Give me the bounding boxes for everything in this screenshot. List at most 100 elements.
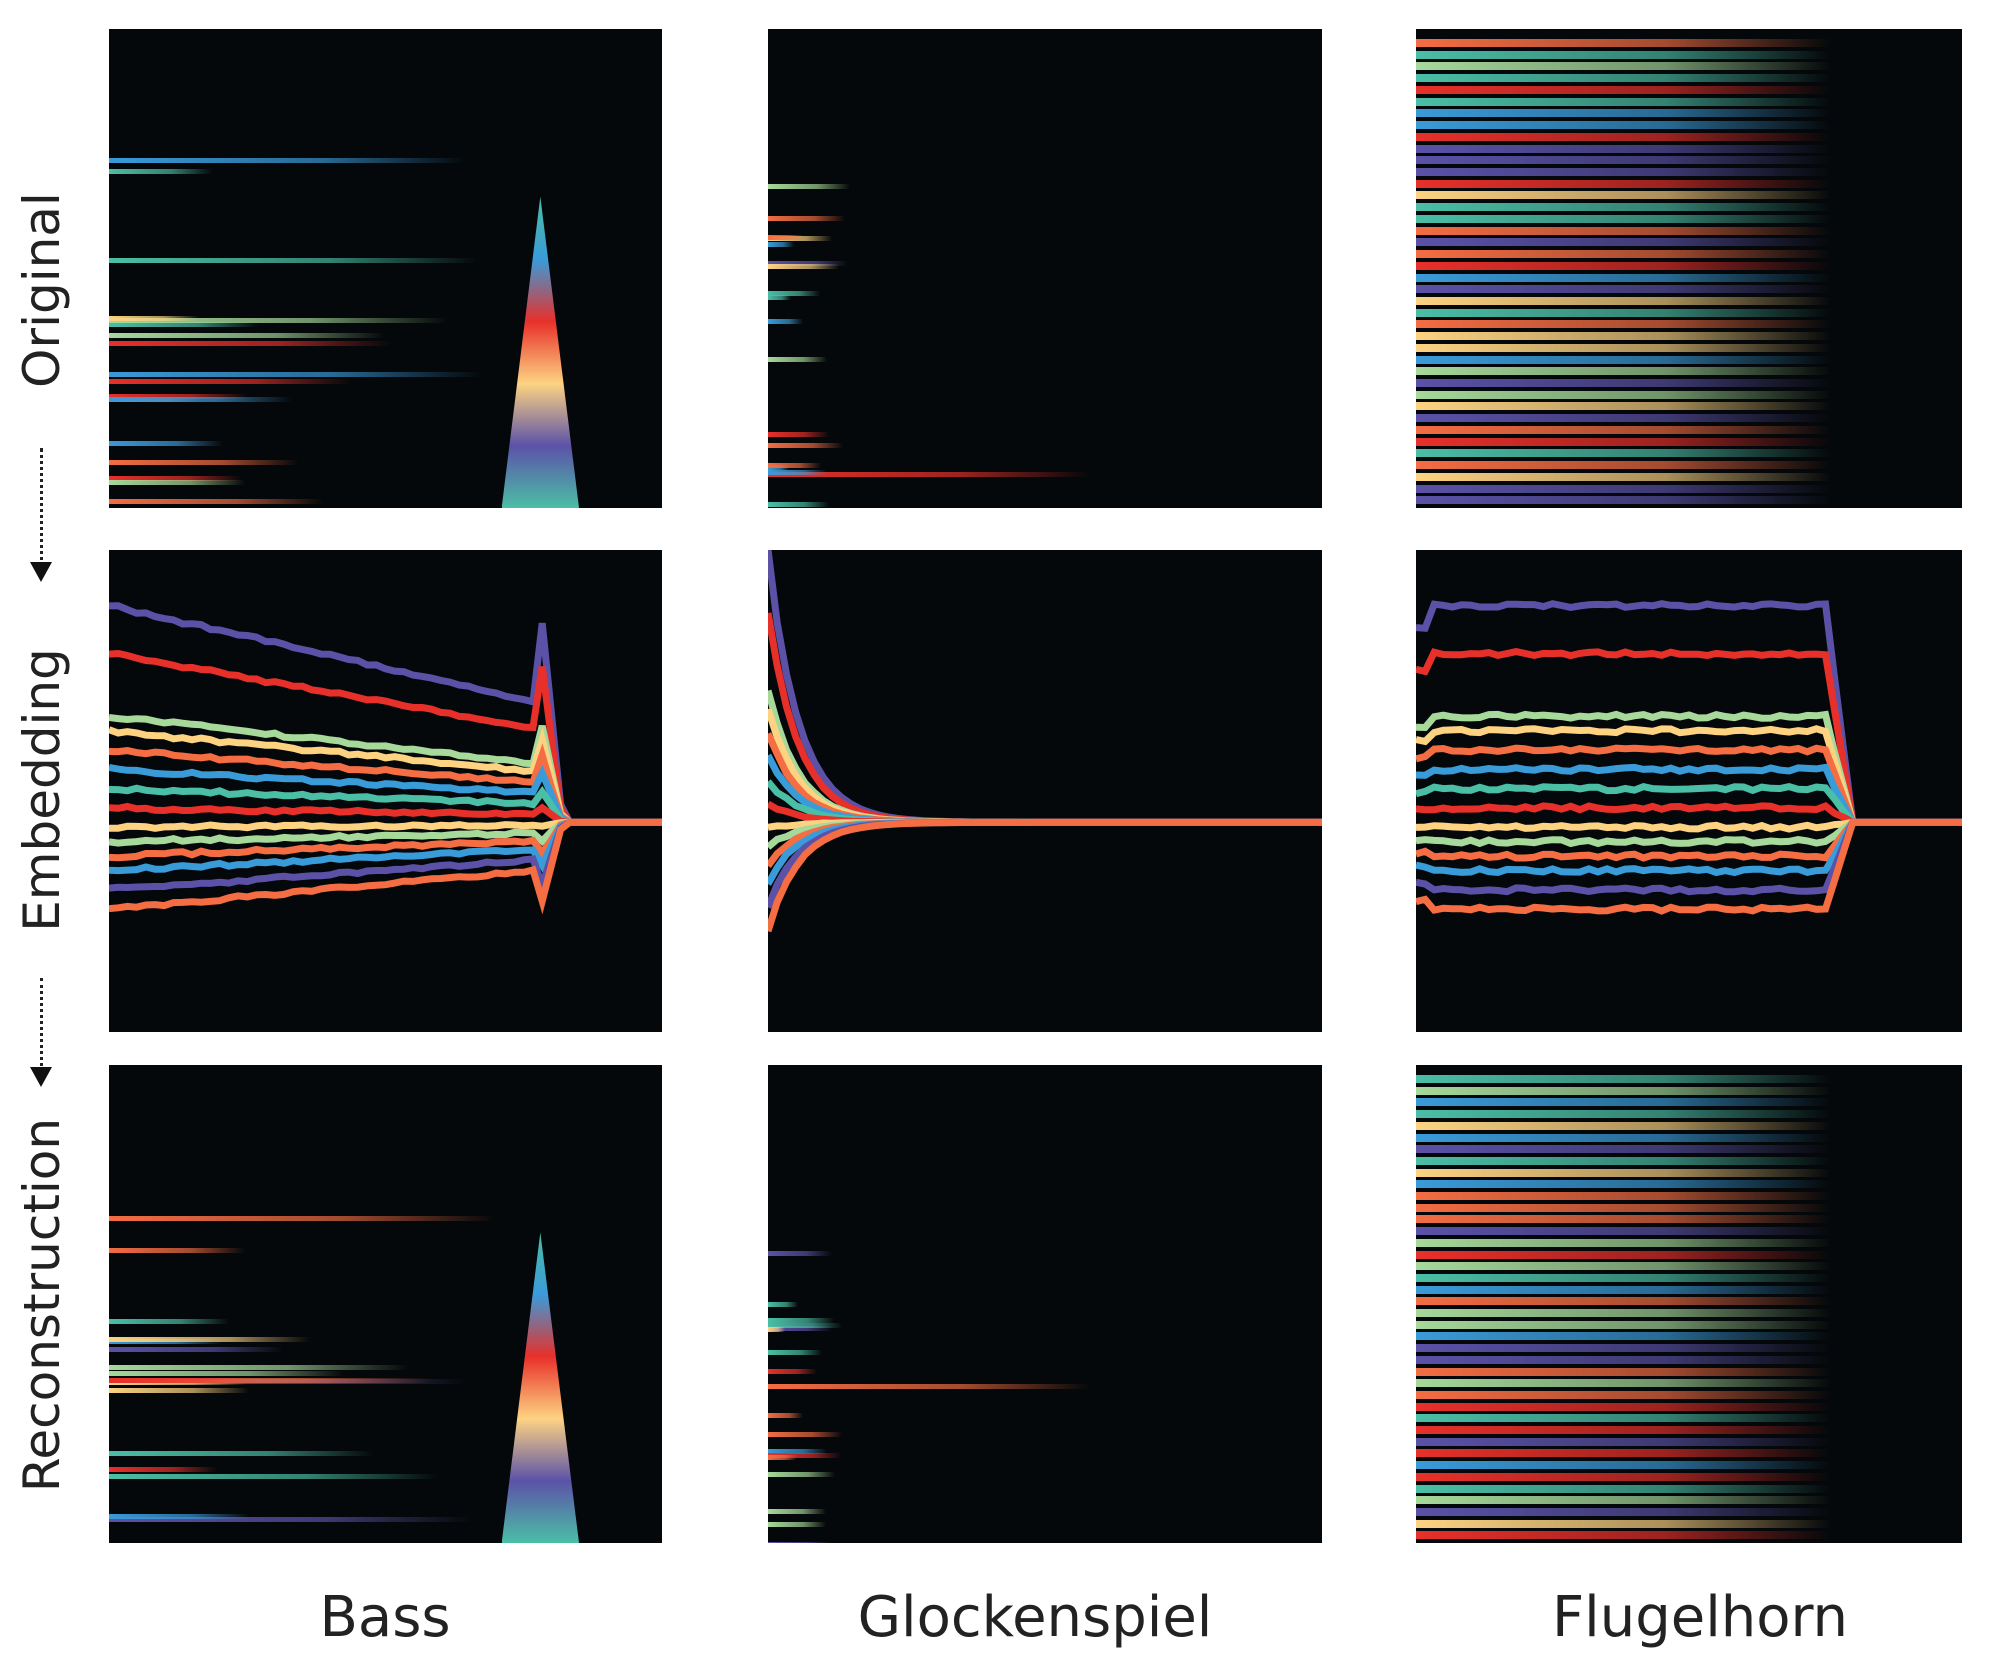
spectral-band <box>109 1377 432 1383</box>
spectral-band <box>1416 1285 1831 1294</box>
spectral-band <box>1416 1133 1831 1142</box>
spectral-band <box>109 333 385 339</box>
embedding-line <box>768 818 1322 933</box>
spectral-band <box>1416 191 1831 200</box>
spectral-band <box>1416 261 1831 270</box>
spectral-band <box>1416 425 1831 434</box>
embedding-glockenspiel-panel <box>768 550 1322 1032</box>
spectral-band <box>768 1322 843 1328</box>
spectral-band <box>1416 496 1831 505</box>
spectral-band <box>1416 1098 1831 1107</box>
embedding-bass-panel <box>109 550 662 1032</box>
spectral-band <box>1416 238 1831 247</box>
spectral-band <box>109 315 200 321</box>
spectral-band <box>768 184 851 190</box>
spectral-band <box>1416 1203 1831 1212</box>
spectral-band <box>109 480 245 486</box>
spectral-band <box>768 241 794 247</box>
spectral-band <box>1416 144 1831 153</box>
spectral-band <box>768 234 804 240</box>
spectral-band <box>109 1473 438 1479</box>
spectral-band <box>768 472 1090 478</box>
spectral-onset <box>501 196 580 508</box>
spectral-band <box>1416 308 1831 317</box>
spectral-band <box>1416 203 1831 212</box>
spectral-band <box>768 1522 826 1528</box>
spectral-band <box>1416 226 1831 235</box>
original-flugelhorn-panel <box>1416 29 1962 508</box>
spectral-band <box>1416 367 1831 376</box>
spectral-band <box>1416 1437 1831 1446</box>
spectral-band <box>1416 1332 1831 1341</box>
spectral-band <box>1416 390 1831 399</box>
spectral-band <box>1416 414 1831 423</box>
spectral-band <box>1416 1484 1831 1493</box>
spectral-band <box>1416 1227 1831 1236</box>
spectral-band <box>1416 472 1831 481</box>
spectral-band <box>1416 50 1831 59</box>
spectral-band <box>1416 1519 1831 1528</box>
spectral-band <box>768 1453 841 1459</box>
spectral-band <box>1416 1309 1831 1317</box>
spectral-band <box>109 1319 229 1325</box>
spectral-band <box>1416 1075 1831 1083</box>
spectral-band <box>1416 85 1831 94</box>
spectral-band <box>1416 1168 1831 1177</box>
spectral-band <box>768 1448 827 1454</box>
embedding-trajectories <box>1416 600 1962 915</box>
spectral-band <box>109 1450 374 1456</box>
spectral-band <box>1416 1355 1831 1364</box>
original-bass-panel <box>109 29 662 508</box>
spectral-band <box>1416 1110 1831 1119</box>
spectral-band <box>109 1388 249 1394</box>
arrow-down-icon <box>30 448 52 582</box>
row-label-embedding: Embedding <box>13 648 71 932</box>
embedding-trajectories <box>768 550 1322 933</box>
spectral-band <box>768 1317 834 1323</box>
spectral-band <box>1416 1461 1831 1470</box>
spectral-band <box>109 1370 345 1376</box>
spectral-band <box>1416 1086 1831 1095</box>
spectral-band <box>1416 332 1831 341</box>
spectral-band <box>1416 484 1831 493</box>
spectral-band <box>768 1542 832 1543</box>
spectral-band <box>768 1432 842 1438</box>
embedding-trajectories <box>109 602 662 915</box>
spectral-band <box>109 499 323 505</box>
spectral-band <box>1416 97 1831 106</box>
spectral-band <box>1416 1192 1831 1200</box>
spectral-band <box>109 1516 472 1522</box>
embedding-line <box>1416 782 1962 826</box>
spectral-band <box>1416 437 1831 446</box>
spectral-band <box>109 168 213 174</box>
spectral-band <box>1416 1250 1831 1259</box>
spectral-band <box>1416 296 1831 305</box>
spectral-band <box>1416 343 1831 352</box>
spectral-band <box>109 397 293 403</box>
spectral-band <box>1416 1273 1831 1282</box>
spectral-band <box>109 1248 245 1254</box>
spectral-band <box>1416 39 1831 47</box>
spectral-band <box>109 1513 250 1519</box>
spectral-band <box>1416 379 1831 388</box>
spectral-band <box>1416 250 1831 259</box>
reconstruction-bass-panel <box>109 1065 662 1543</box>
spectral-band <box>768 1327 786 1333</box>
spectral-band <box>768 1350 823 1356</box>
spectral-band <box>768 291 821 297</box>
embedding-line <box>109 818 662 915</box>
spectral-band <box>768 1325 832 1331</box>
spectral-band <box>1416 1262 1831 1271</box>
spectral-band <box>1416 285 1831 294</box>
spectral-band <box>109 318 448 324</box>
spectral-band <box>768 215 846 221</box>
spectral-band <box>1416 167 1831 176</box>
spectral-band <box>109 440 224 446</box>
spectral-band <box>109 379 352 385</box>
spectral-band <box>1416 1496 1831 1505</box>
spectral-band <box>1416 1180 1831 1189</box>
spectral-band <box>109 1377 258 1383</box>
embedding-flugelhorn-panel <box>1416 550 1962 1032</box>
spectral-band <box>1416 1156 1831 1165</box>
row-label-original: Original <box>13 192 71 388</box>
